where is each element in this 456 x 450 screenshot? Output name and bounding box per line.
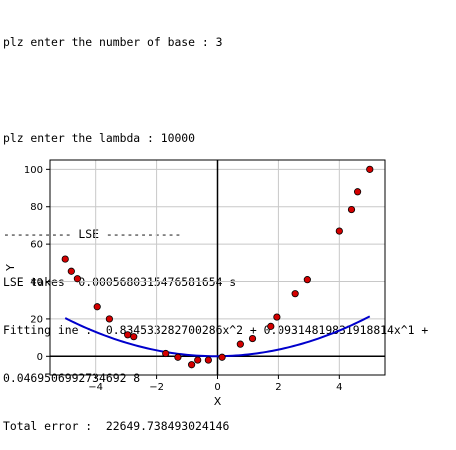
data-point [353,188,362,196]
fit-curve [64,315,371,358]
data-point [366,165,374,173]
scatter-plot: −4 −2 0 2 4 0 20 40 60 80 100 X Y [0,150,400,415]
chart-origin-axes [50,160,385,375]
console-line-base-prompt: plz enter the number of base : 3 [3,35,223,49]
data-point [267,322,275,330]
data-point [248,334,257,343]
console-line-total-error: Total error : 22649.738493024146 [3,419,230,433]
console-line-blank-1 [3,82,428,98]
data-point [130,333,138,341]
data-point [73,275,82,283]
y-tick-label: 0 [37,352,43,363]
console-line-lambda-prompt: plz enter the lambda : 10000 [3,131,196,145]
data-point [162,349,170,358]
data-point [174,353,182,361]
data-point [194,356,202,364]
data-point [188,361,196,369]
data-point [93,303,101,311]
x-axis-label: X [214,395,222,408]
data-point [273,313,281,321]
data-point [303,276,311,284]
data-point [347,205,356,214]
data-points [61,165,374,369]
x-tick-label: 0 [214,382,220,393]
data-point [67,267,75,275]
console-output: plz enter the number of base : 3 plz ent… [3,2,428,450]
y-tick-label: 20 [30,314,43,325]
data-point [124,331,132,339]
data-point [218,353,226,361]
data-point [105,315,113,323]
x-tick-label: −2 [149,382,164,393]
data-point [236,340,244,348]
x-tick-label: 2 [275,382,281,393]
x-tick-label: −4 [88,382,103,393]
console-line-lse-header: ---------- LSE ----------- [3,227,182,241]
data-point [335,227,343,235]
y-tick-label: 80 [30,202,43,213]
x-tick-label: 4 [336,382,342,393]
y-tick-label: 60 [30,240,43,251]
y-axis-label: Y [4,264,17,272]
data-point [291,290,299,298]
y-tick-label: 40 [30,277,43,288]
y-tick-label: 100 [24,165,43,176]
data-point [61,255,69,263]
data-point [204,356,212,364]
